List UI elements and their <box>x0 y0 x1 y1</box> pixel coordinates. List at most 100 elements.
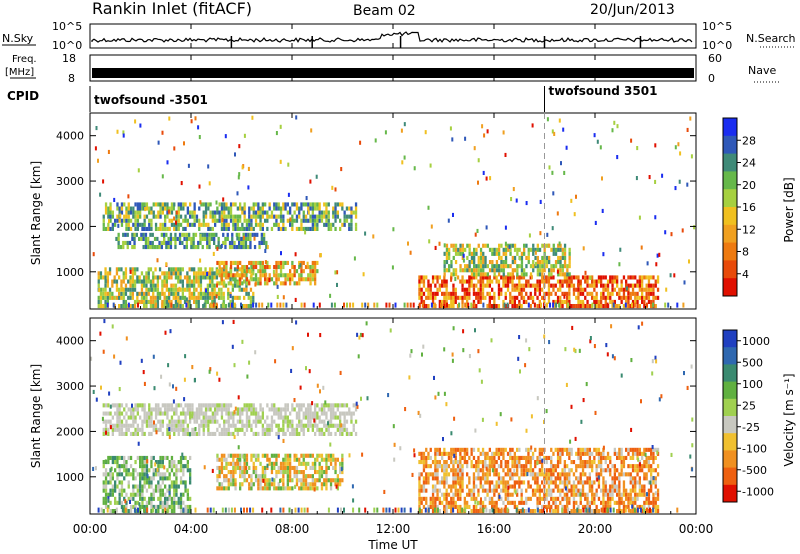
data-cell <box>138 237 140 241</box>
data-cell <box>487 129 489 133</box>
data-cell <box>436 288 438 292</box>
data-cell <box>125 267 127 271</box>
data-cell <box>191 223 193 227</box>
data-cell <box>475 509 477 513</box>
data-cell <box>480 252 482 256</box>
data-cell <box>239 412 241 416</box>
data-cell <box>480 264 482 268</box>
data-cell <box>473 288 475 292</box>
data-cell <box>159 428 161 432</box>
data-cell <box>146 489 148 493</box>
data-cell <box>532 472 534 476</box>
data-cell <box>173 464 175 468</box>
data-cell <box>528 260 530 264</box>
data-cell <box>116 207 118 211</box>
data-cell <box>212 416 214 420</box>
data-cell <box>536 456 538 460</box>
data-cell <box>250 296 252 300</box>
data-cell <box>255 261 257 265</box>
data-cell <box>337 458 339 462</box>
data-cell <box>182 267 184 271</box>
data-cell <box>657 493 659 497</box>
data-cell <box>296 412 298 416</box>
data-cell <box>530 497 532 501</box>
data-cell <box>688 259 690 263</box>
data-cell <box>107 271 109 275</box>
data-cell <box>339 412 341 416</box>
data-cell <box>112 485 114 489</box>
data-cell <box>484 284 486 288</box>
data-cell <box>475 460 477 464</box>
data-cell <box>539 264 541 268</box>
data-cell <box>166 412 168 416</box>
data-cell <box>596 304 598 308</box>
data-cell <box>582 448 584 452</box>
data-cell <box>232 420 234 424</box>
data-cell <box>493 464 495 468</box>
data-cell <box>463 259 465 263</box>
data-cell <box>134 428 136 432</box>
data-cell <box>580 480 582 484</box>
data-cell <box>487 244 489 248</box>
data-cell <box>125 275 127 279</box>
data-cell <box>621 501 623 505</box>
data-cell <box>216 486 218 490</box>
data-cell <box>648 292 650 296</box>
data-cell <box>125 472 127 476</box>
data-cell <box>180 223 182 227</box>
data-cell <box>334 202 336 206</box>
data-cell <box>265 260 267 264</box>
data-cell <box>530 509 532 513</box>
data-cell <box>132 416 134 420</box>
data-cell <box>280 407 282 411</box>
data-cell <box>613 303 615 308</box>
data-cell <box>294 466 296 470</box>
data-cell <box>282 407 284 411</box>
data-cell <box>109 420 111 424</box>
data-cell <box>296 474 298 478</box>
data-cell <box>312 273 314 277</box>
data-cell <box>162 501 164 505</box>
data-cell <box>325 223 327 227</box>
data-cell <box>332 454 334 458</box>
data-cell <box>225 265 227 269</box>
data-cell <box>253 420 255 424</box>
data-cell <box>141 472 143 476</box>
data-cell <box>643 275 645 279</box>
data-cell <box>518 292 520 296</box>
data-cell <box>103 403 105 407</box>
data-cell <box>161 245 163 249</box>
data-cell <box>231 237 233 241</box>
data-cell <box>125 215 127 219</box>
data-cell <box>155 489 157 493</box>
data-cell <box>436 460 438 464</box>
data-cell <box>539 489 541 493</box>
data-cell <box>477 468 479 472</box>
data-cell <box>164 493 166 497</box>
data-cell <box>503 248 505 252</box>
data-cell <box>200 296 202 300</box>
data-cell <box>339 432 341 436</box>
data-cell <box>141 292 143 296</box>
data-cell <box>458 303 460 308</box>
data-cell <box>204 275 206 279</box>
data-cell <box>284 470 286 474</box>
data-cell <box>436 275 438 279</box>
data-cell <box>250 478 252 482</box>
data-cell <box>291 466 293 470</box>
data-cell <box>650 284 652 288</box>
data-cell <box>461 456 463 460</box>
data-cell <box>244 432 246 436</box>
data-cell <box>184 296 186 300</box>
data-cell <box>244 227 246 231</box>
data-cell <box>339 202 341 206</box>
data-cell <box>565 486 567 490</box>
data-cell <box>353 403 355 407</box>
data-cell <box>323 412 325 416</box>
data-cell <box>237 432 239 436</box>
data-cell <box>491 464 493 468</box>
data-cell <box>464 452 466 456</box>
data-cell <box>441 452 443 456</box>
data-cell <box>149 233 151 237</box>
data-cell <box>555 260 557 264</box>
